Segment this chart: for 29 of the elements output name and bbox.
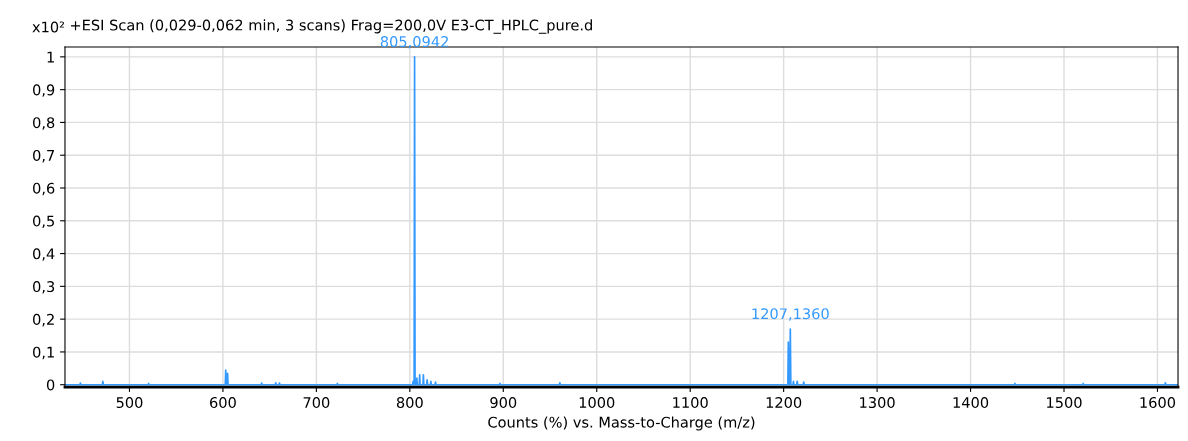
x-tick-label: 600 xyxy=(210,397,236,409)
y-tick-label: 0,5 xyxy=(33,215,54,229)
y-tick-label: 0,4 xyxy=(33,248,55,261)
y-tick-label: 1 xyxy=(47,51,54,63)
y-tick-label: 0,2 xyxy=(33,313,54,327)
annotation: 805,0942 xyxy=(380,36,448,49)
annotation: 1207,1360 xyxy=(752,308,829,321)
x-tick-label: 900 xyxy=(490,397,517,409)
x-tick-label: 1600 xyxy=(1140,397,1176,409)
y-axis-title: x10² xyxy=(32,21,65,33)
x-tick-label: 1300 xyxy=(860,397,895,409)
x-tick-label: 1400 xyxy=(953,397,989,409)
y-tick-label: 0,1 xyxy=(33,346,54,360)
x-tick-label: 1000 xyxy=(579,397,615,409)
y-tick-label: 0,3 xyxy=(33,281,55,294)
x-tick-label: 800 xyxy=(396,397,423,409)
y-tick-label: 0,7 xyxy=(33,149,55,163)
line-series xyxy=(64,56,1179,386)
x-tick-label: 500 xyxy=(116,397,143,409)
x-axis-title: Counts (%) vs. Mass-to-Charge (m/z) xyxy=(488,416,755,431)
y-tick-label: 0,6 xyxy=(33,182,55,196)
x-tick-label: 1200 xyxy=(766,397,802,409)
y-tick-label: 0,9 xyxy=(33,84,55,97)
x-tick-label: 1100 xyxy=(673,397,708,409)
y-tick-label: 0,8 xyxy=(33,117,55,130)
x-tick-label: 1500 xyxy=(1047,397,1082,409)
x-tick-label: 700 xyxy=(303,397,330,409)
y-tick-label: 0 xyxy=(46,379,55,391)
chart-title: +ESI Scan (0,029-0,062 min, 3 scans) Frag=200,0V E3-CT_HPLC_pure.d xyxy=(70,19,592,34)
